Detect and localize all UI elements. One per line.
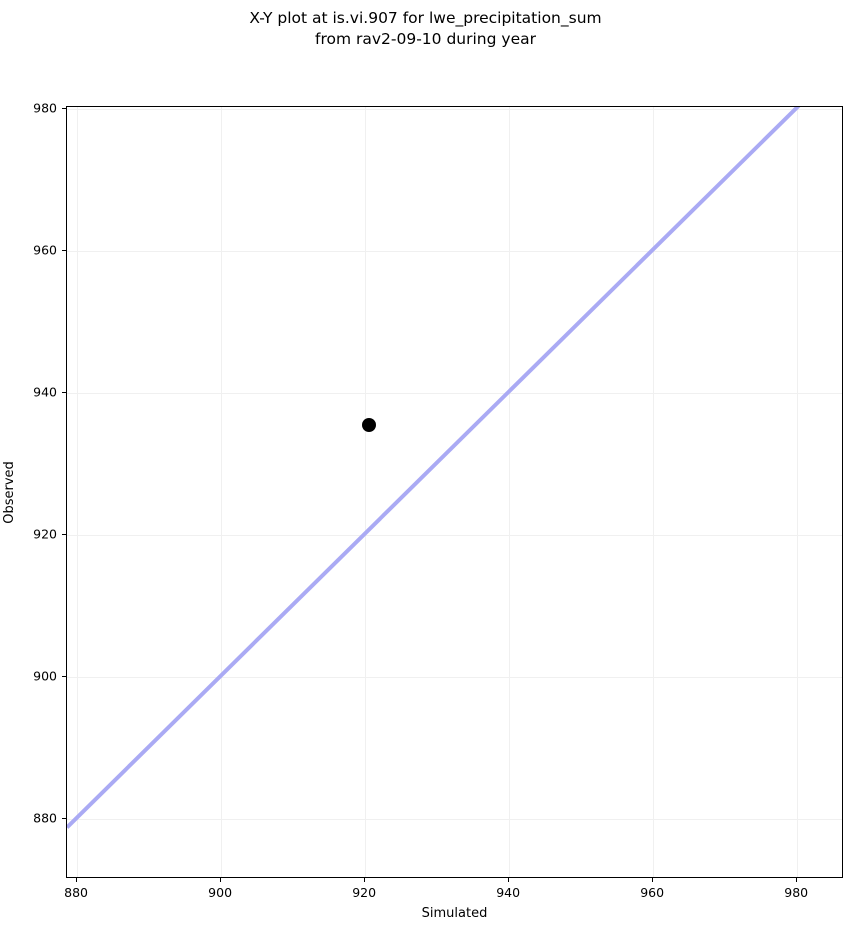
data-point-marker[interactable]	[361, 418, 376, 433]
x-tick-label: 900	[208, 885, 233, 900]
x-tick-label: 940	[496, 885, 521, 900]
gridline-horizontal	[67, 109, 842, 111]
y-tick-label: 920	[33, 526, 57, 542]
y-tick-label: 960	[33, 242, 57, 258]
y-tick-mark	[62, 392, 66, 394]
x-tick-label: 880	[64, 885, 89, 900]
chart-title: X-Y plot at is.vi.907 for lwe_precipitat…	[249, 9, 602, 48]
gridline-vertical	[509, 107, 511, 877]
plot-area[interactable]	[66, 106, 843, 878]
x-tick-mark	[76, 878, 78, 882]
x-tick-mark	[364, 878, 366, 882]
x-tick-mark	[220, 878, 222, 882]
y-tick-mark	[62, 250, 66, 252]
x-tick-label: 960	[640, 885, 665, 900]
gridline-vertical	[365, 107, 367, 877]
y-tick-mark	[62, 676, 66, 678]
y-tick-mark	[62, 108, 66, 110]
x-tick-label: 920	[352, 885, 377, 900]
gridline-vertical	[77, 107, 79, 877]
gridline-vertical	[797, 107, 799, 877]
y-tick-label: 980	[33, 100, 57, 116]
y-axis-label: Observed	[0, 106, 18, 878]
gridline-horizontal	[67, 535, 842, 537]
x-tick-label: 980	[784, 885, 809, 900]
gridline-horizontal	[67, 819, 842, 821]
gridline-vertical	[221, 107, 223, 877]
x-tick-mark	[796, 878, 798, 882]
y-tick-mark	[62, 534, 66, 536]
y-tick-label: 940	[33, 384, 57, 400]
one-to-one-line	[67, 107, 842, 877]
y-tick-mark	[62, 818, 66, 820]
x-tick-mark	[652, 878, 654, 882]
gridline-vertical	[653, 107, 655, 877]
y-tick-label: 880	[33, 810, 57, 826]
gridline-horizontal	[67, 251, 842, 253]
gridline-horizontal	[67, 393, 842, 395]
x-axis-label: Simulated	[421, 906, 488, 921]
y-axis-label-text: Observed	[1, 460, 17, 524]
y-tick-label: 900	[33, 668, 57, 684]
x-tick-mark	[508, 878, 510, 882]
gridline-horizontal	[67, 677, 842, 679]
